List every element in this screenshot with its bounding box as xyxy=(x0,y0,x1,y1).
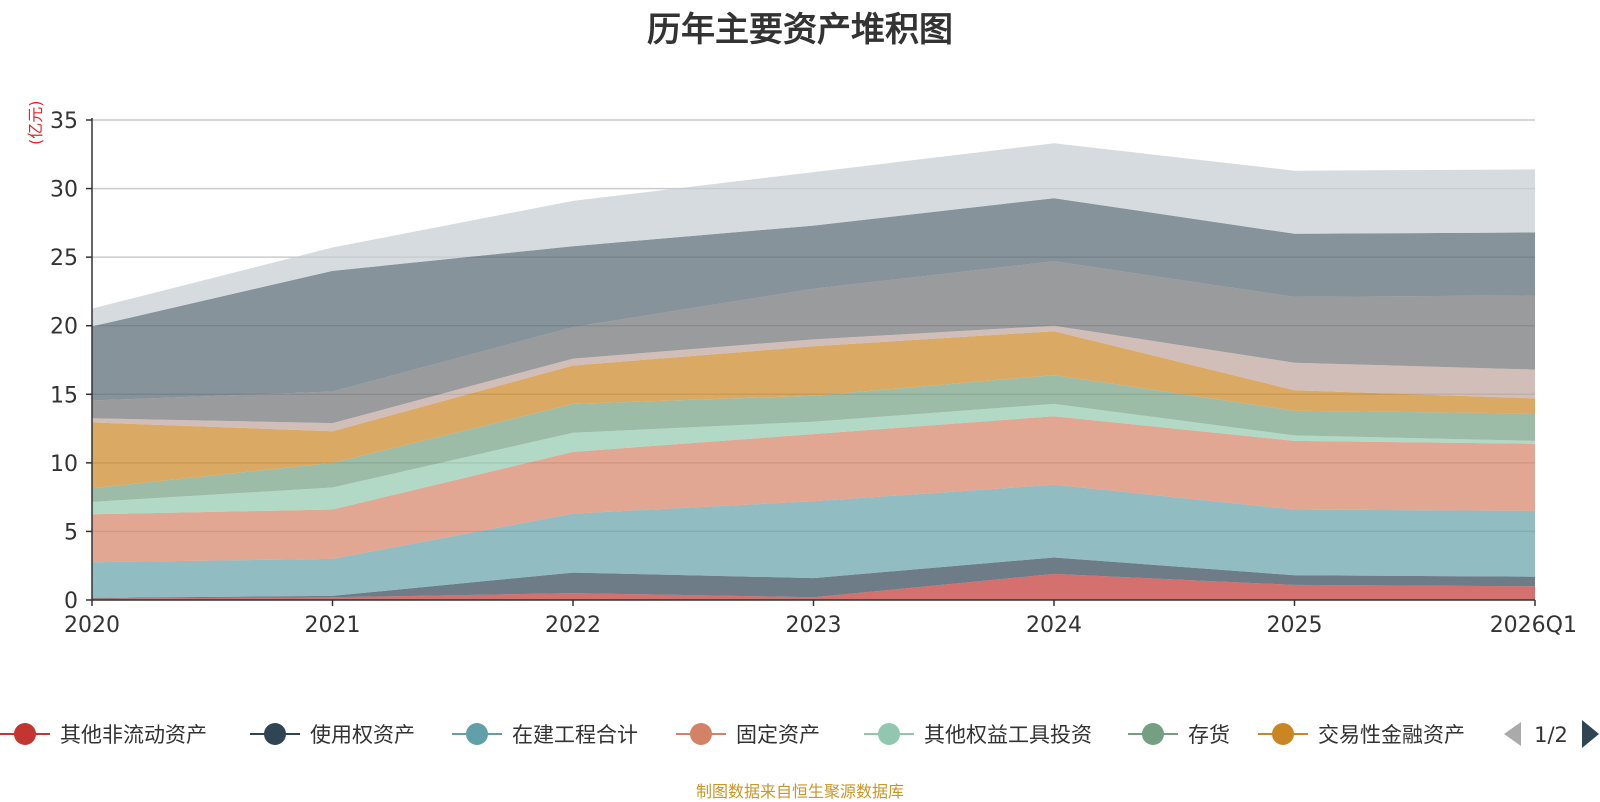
x-tick-label: 2022 xyxy=(545,613,601,638)
data-source-footer: 制图数据来自恒生聚源数据库 xyxy=(695,782,904,801)
legend-label: 使用权资产 xyxy=(310,723,415,747)
legend-label: 在建工程合计 xyxy=(512,723,638,747)
y-tick-label: 10 xyxy=(50,452,78,477)
x-tick-label: 2024 xyxy=(1026,613,1082,638)
y-tick-label: 25 xyxy=(50,246,78,271)
y-tick-label: 20 xyxy=(50,315,78,340)
y-tick-label: 30 xyxy=(50,178,78,203)
legend-marker-dot xyxy=(878,723,900,745)
stacked-areas xyxy=(92,143,1535,600)
legend-marker-dot xyxy=(690,723,712,745)
y-tick-label: 15 xyxy=(50,383,78,408)
y-tick-label: 0 xyxy=(64,589,78,614)
area-series-1 xyxy=(92,573,1535,600)
area-series-5 xyxy=(92,403,1535,515)
legend-label: 其他非流动资产 xyxy=(60,723,207,747)
legend-label: 固定资产 xyxy=(736,723,820,747)
chart-title: 历年主要资产堆积图 xyxy=(647,10,953,50)
legend: 其他非流动资产 使用权资产 在建工程合计 固定资产 其他权益工具投资 存货 交易性金融资产 1… xyxy=(0,720,1599,748)
legend-marker-dot xyxy=(1142,723,1164,745)
area-series-9 xyxy=(92,261,1535,424)
y-tick-label: 35 xyxy=(50,109,78,134)
area-series-6 xyxy=(92,375,1535,502)
legend-marker-dot xyxy=(264,723,286,745)
area-series-7 xyxy=(92,331,1535,489)
x-tick-label: 2025 xyxy=(1267,613,1323,638)
legend-marker-dot xyxy=(14,723,36,745)
legend-label: 其他权益工具投资 xyxy=(924,723,1092,747)
area-series-10 xyxy=(92,198,1535,401)
x-tick-label: 2026Q1 xyxy=(1490,613,1577,638)
legend-prev-icon[interactable] xyxy=(1504,722,1521,746)
area-series-8 xyxy=(92,325,1535,432)
x-tick-label: 2021 xyxy=(305,613,361,638)
area-series-11 xyxy=(92,143,1535,327)
x-tick-label: 2023 xyxy=(786,613,842,638)
legend-marker-dot xyxy=(1272,723,1294,745)
legend-label: 交易性金融资产 xyxy=(1318,723,1465,747)
legend-page-indicator: 1/2 xyxy=(1534,723,1568,747)
y-tick-label: 5 xyxy=(64,520,78,545)
area-series-3 xyxy=(92,484,1535,598)
legend-marker-dot xyxy=(466,723,488,745)
area-series-2 xyxy=(92,557,1535,599)
legend-next-icon[interactable] xyxy=(1582,720,1599,748)
legend-label: 存货 xyxy=(1188,723,1230,747)
x-tick-label: 2020 xyxy=(64,613,120,638)
area-series-4 xyxy=(92,416,1535,563)
